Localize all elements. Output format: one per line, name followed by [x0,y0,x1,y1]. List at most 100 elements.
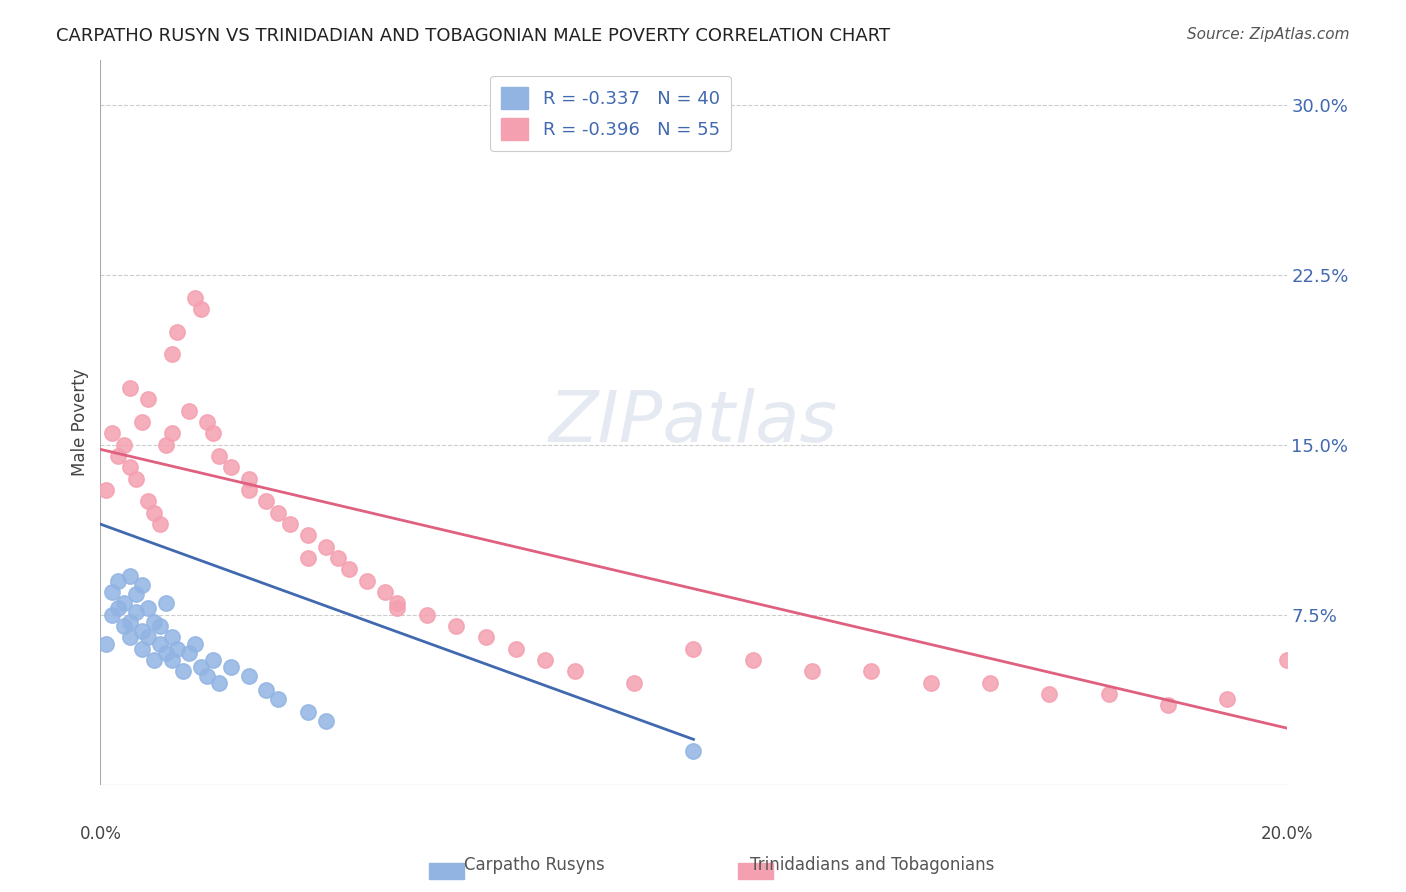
Point [920,675,942,690]
Point [326,551,349,566]
Point [149,637,172,651]
Point [238,472,260,486]
Point [1098,687,1121,701]
Point [149,619,172,633]
Point [297,705,319,719]
Point [195,415,218,429]
Point [682,641,704,656]
Point [131,415,153,429]
Point [374,585,396,599]
Point [118,460,141,475]
Text: CARPATHO RUSYN VS TRINIDADIAN AND TOBAGONIAN MALE POVERTY CORRELATION CHART: CARPATHO RUSYN VS TRINIDADIAN AND TOBAGO… [56,27,890,45]
Text: 0.0%: 0.0% [79,825,121,844]
Point [96,637,118,651]
Point [112,619,135,633]
Point [118,569,141,583]
Legend: R = -0.337   N = 40, R = -0.396   N = 55: R = -0.337 N = 40, R = -0.396 N = 55 [491,76,731,151]
Point [297,551,319,566]
Point [267,691,290,706]
Point [254,494,277,508]
Point [131,578,153,592]
Text: Source: ZipAtlas.com: Source: ZipAtlas.com [1187,27,1350,42]
Point [118,631,141,645]
Point [254,682,277,697]
Point [505,641,527,656]
Point [125,606,148,620]
Point [444,619,467,633]
Point [682,744,704,758]
Point [160,653,183,667]
Point [385,601,408,615]
Point [1157,698,1180,713]
Point [155,438,177,452]
Point [166,325,188,339]
Point [160,426,183,441]
Point [339,562,361,576]
Point [125,472,148,486]
Point [238,483,260,497]
Point [155,596,177,610]
Point [107,449,129,463]
Text: ZIPatlas: ZIPatlas [548,388,838,457]
Point [741,653,763,667]
Point [219,660,242,674]
Point [142,506,165,520]
Point [184,637,207,651]
Point [1216,691,1239,706]
Point [142,653,165,667]
Point [107,601,129,615]
Point [118,615,141,629]
Point [131,624,153,638]
Point [315,714,337,729]
Point [297,528,319,542]
Point [125,587,148,601]
Point [136,631,159,645]
Point [112,438,135,452]
Point [136,601,159,615]
Point [131,641,153,656]
Point [202,426,225,441]
Point [136,494,159,508]
Point [160,631,183,645]
Point [149,517,172,532]
Point [160,347,183,361]
Point [267,506,290,520]
Point [860,665,883,679]
Text: Trinidadians and Tobagonians: Trinidadians and Tobagonians [749,856,994,874]
Point [208,449,231,463]
Point [475,631,498,645]
Point [190,301,212,316]
Point [179,646,201,660]
Point [315,540,337,554]
Text: 20.0%: 20.0% [1260,825,1313,844]
Point [101,607,124,622]
Point [278,517,301,532]
Point [96,483,118,497]
Point [118,381,141,395]
Point [172,665,194,679]
Point [190,660,212,674]
Point [564,665,586,679]
Point [195,669,218,683]
Point [184,291,207,305]
Point [356,574,378,588]
Point [623,675,645,690]
Text: Carpatho Rusyns: Carpatho Rusyns [464,856,605,874]
Point [1275,653,1298,667]
Point [136,392,159,407]
Point [801,665,824,679]
Point [208,675,231,690]
Point [219,460,242,475]
Point [166,641,188,656]
Point [979,675,1001,690]
Point [179,404,201,418]
Point [415,607,437,622]
Point [142,615,165,629]
Point [202,653,225,667]
Point [238,669,260,683]
Point [101,426,124,441]
Point [107,574,129,588]
Point [112,596,135,610]
Point [385,596,408,610]
Point [534,653,557,667]
